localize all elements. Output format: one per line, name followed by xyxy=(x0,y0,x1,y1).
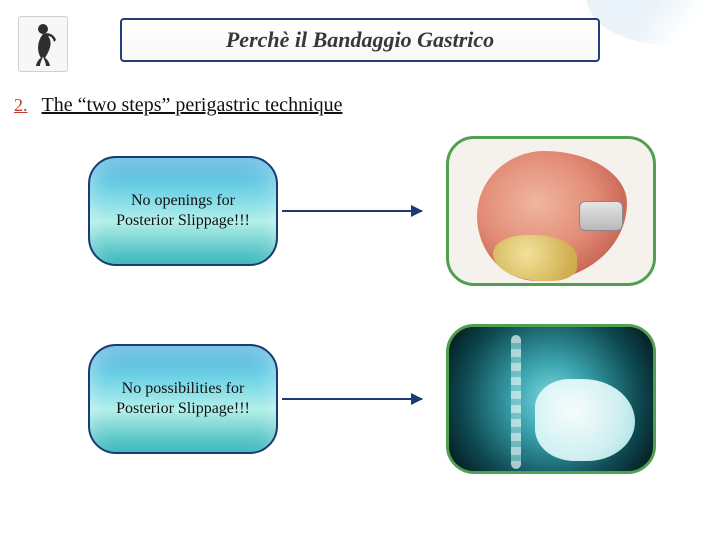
arrow-icon xyxy=(282,398,422,400)
callout-text: No possibilities for Posterior Slippage!… xyxy=(104,379,262,419)
xray-contrast-shape xyxy=(535,379,635,461)
title-box: Perchè il Bandaggio Gastrico xyxy=(120,18,600,62)
illustration-panel-2 xyxy=(446,324,656,474)
arrow-icon xyxy=(282,210,422,212)
illustration-panel-1 xyxy=(446,136,656,286)
figure-silhouette-icon xyxy=(28,22,58,66)
xray-spine-shape xyxy=(511,335,521,469)
gastric-band-shape xyxy=(579,201,623,231)
page-title: Perchè il Bandaggio Gastrico xyxy=(226,27,494,53)
tissue-shape xyxy=(493,235,577,281)
callout-bubble-1: No openings for Posterior Slippage!!! xyxy=(88,156,278,266)
list-number: 2. xyxy=(14,95,28,116)
slide-corner-decoration xyxy=(587,0,720,59)
section-heading: 2. The “two steps” perigastric technique xyxy=(14,94,343,117)
callout-text: No openings for Posterior Slippage!!! xyxy=(104,191,262,231)
callout-bubble-2: No possibilities for Posterior Slippage!… xyxy=(88,344,278,454)
logo xyxy=(18,16,68,72)
section-heading-text: The “two steps” perigastric technique xyxy=(42,94,343,117)
